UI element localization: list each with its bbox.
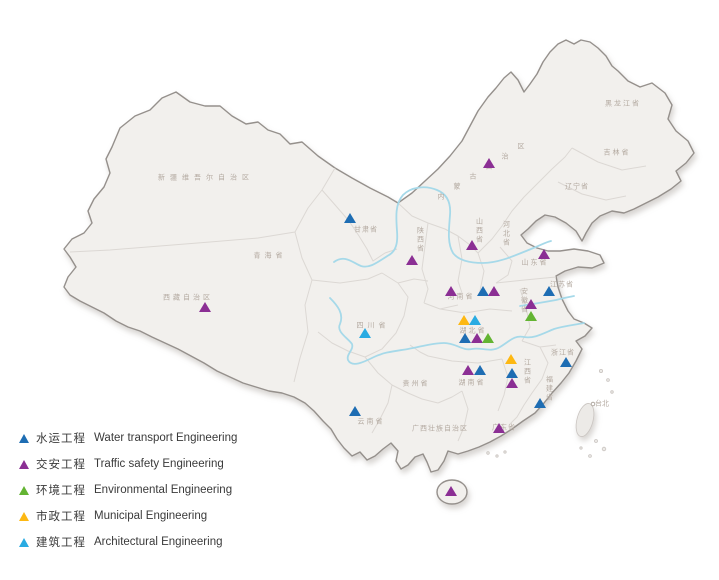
taiwan-island: [575, 403, 595, 437]
marker-traffic-safety: [538, 249, 550, 259]
marker-water-transport: [543, 286, 555, 296]
legend-label-en: Water transport Engineering: [94, 432, 238, 444]
traffic-safety-triangle-icon: [19, 459, 29, 469]
marker-traffic-safety: [199, 302, 211, 312]
legend-label-zh: 交安工程: [36, 459, 86, 471]
legend-label-en: Environmental Engineering: [94, 484, 233, 496]
taipei-city-dot: [590, 401, 596, 407]
municipal-triangle-icon: [19, 511, 29, 521]
legend-item-municipal: 市政工程 Municipal Engineering: [19, 508, 237, 524]
marker-water-transport: [560, 357, 572, 367]
coastal-islands: [486, 368, 614, 458]
marker-traffic-safety: [466, 240, 478, 250]
legend-label-en: Architectural Engineering: [94, 536, 223, 548]
china-mainland: [63, 39, 695, 473]
legend-item-traffic-safety: 交安工程 Traffic safety Engineering: [19, 456, 237, 472]
province-borders: [69, 147, 647, 442]
marker-traffic-safety: [445, 486, 457, 496]
marker-municipal: [505, 354, 517, 364]
legend-label-en: Municipal Engineering: [94, 510, 208, 522]
yellow-river: [333, 186, 552, 268]
marker-architectural: [359, 328, 371, 338]
marker-architectural: [469, 315, 481, 325]
legend-item-water-transport: 水运工程 Water transport Engineering: [19, 430, 237, 446]
architectural-triangle-icon: [19, 537, 29, 547]
marker-water-transport: [534, 398, 546, 408]
marker-water-transport: [349, 406, 361, 416]
marker-traffic-safety: [488, 286, 500, 296]
legend: 水运工程 Water transport Engineering 交安工程 Traff…: [19, 430, 237, 550]
marker-traffic-safety: [493, 423, 505, 433]
water-transport-triangle-icon: [19, 433, 29, 443]
yangtze-river: [329, 297, 585, 365]
legend-label-en: Traffic safety Engineering: [94, 458, 224, 470]
marker-environmental: [525, 311, 537, 321]
legend-label-zh: 环境工程: [36, 485, 86, 497]
marker-water-transport: [459, 333, 471, 343]
legend-label-zh: 市政工程: [36, 511, 86, 523]
marker-traffic-safety: [471, 333, 483, 343]
environmental-triangle-icon: [19, 485, 29, 495]
legend-label-zh: 建筑工程: [36, 537, 86, 549]
marker-traffic-safety: [525, 299, 537, 309]
marker-environmental: [482, 333, 494, 343]
marker-traffic-safety: [406, 255, 418, 265]
legend-item-architectural: 建筑工程 Architectural Engineering: [19, 534, 237, 550]
marker-water-transport: [477, 286, 489, 296]
marker-traffic-safety: [506, 378, 518, 388]
marker-municipal: [458, 315, 470, 325]
legend-item-environmental: 环境工程 Environmental Engineering: [19, 482, 237, 498]
land-group: [63, 39, 695, 505]
marker-traffic-safety: [462, 365, 474, 375]
marker-traffic-safety: [483, 158, 495, 168]
marker-water-transport: [344, 213, 356, 223]
marker-water-transport: [506, 368, 518, 378]
marker-traffic-safety: [445, 286, 457, 296]
legend-label-zh: 水运工程: [36, 433, 86, 445]
marker-water-transport: [474, 365, 486, 375]
